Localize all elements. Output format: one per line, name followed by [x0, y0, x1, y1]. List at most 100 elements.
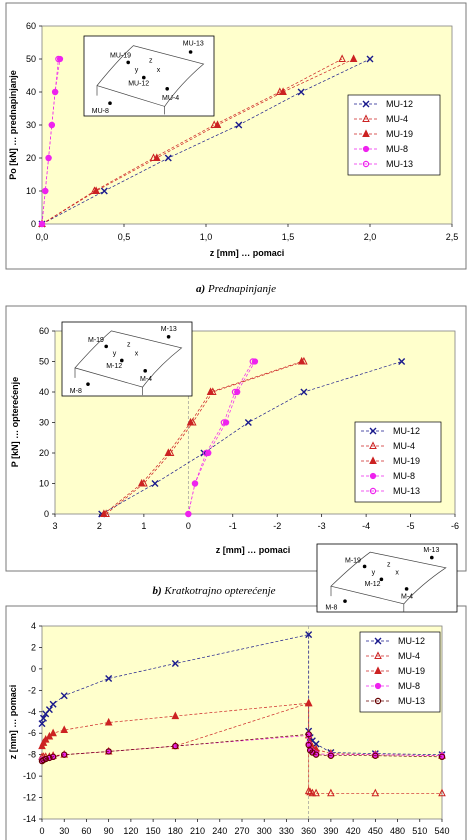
chart-0-ytick-label: 0: [31, 219, 36, 229]
data-point-MU-13: [38, 220, 46, 228]
data-point-MU-12: [312, 740, 320, 748]
chart-0-ytick-label: 20: [26, 153, 36, 163]
chart-0-inset-label: x: [157, 67, 161, 74]
chart-c-ylabel: z [mm] … pomaci: [8, 685, 18, 760]
data-point-MU-13: [45, 154, 52, 162]
chart-2-inset-label: M-12: [365, 581, 381, 588]
chart-2-xtick-label: 270: [234, 826, 249, 836]
chart-0-ytick-label: 60: [26, 21, 36, 31]
legend-label-MU-19: MU-19: [393, 456, 420, 466]
series-line-MU-12: [101, 361, 402, 515]
chart-1-inset-label: z: [127, 341, 131, 348]
chart-2-inset-label: z: [387, 561, 391, 568]
chart-0-xtick-label: 1,0: [200, 232, 213, 242]
chart-2-xtick-label: 450: [368, 826, 383, 836]
data-point-MU-13: [46, 754, 53, 762]
data-point-MU-12: [39, 714, 47, 722]
legend-label-MU-4: MU-4: [386, 114, 408, 124]
chart-1-xtick-label: 2: [97, 521, 102, 531]
data-point-MU-12: [105, 675, 113, 683]
chart-2-inset-label: M-13: [423, 547, 439, 554]
chart-2-inset-label: M-4: [401, 593, 413, 600]
series-line-MU-12: [41, 58, 371, 225]
chart-2-inset-box: [316, 543, 458, 613]
data-point-MU-13: [305, 731, 312, 738]
data-point-MU-13: [42, 755, 49, 763]
data-point-MU-13: [185, 510, 192, 518]
chart-0-inset-point: [142, 75, 146, 80]
data-point-MU-12: [366, 55, 374, 63]
data-point-MU-19: [206, 387, 215, 395]
legend-label-MU-12: MU-12: [386, 99, 413, 109]
chart-1-xtick-label: -1: [229, 521, 237, 531]
chart-2-inset-label: M-8: [325, 604, 337, 611]
chart-2-ytick-label: -2: [28, 685, 36, 695]
data-point-MU-19: [152, 153, 161, 161]
data-point-MU-12: [305, 631, 313, 639]
chart-2-inset-point: [343, 599, 347, 603]
data-point-MU-12: [398, 358, 406, 365]
chart-2-xtick-label: 240: [212, 826, 227, 836]
legend-label-MU-4: MU-4: [398, 651, 420, 661]
legend-label-MU-19: MU-19: [398, 666, 425, 676]
data-point-MU-13: [220, 419, 228, 426]
chart-2-ytick-label: -14: [23, 814, 36, 824]
chart-1-ytick-label: 50: [39, 357, 49, 367]
legend-label-MU-12: MU-12: [393, 426, 420, 436]
chart-2-inset-point: [362, 564, 367, 569]
chart-b: 3 2 1 0 -1 -2 -3 -4 -5 -60102030405060MU-12MU-4MU…: [39, 321, 459, 531]
series-line-MU-19: [41, 58, 354, 225]
chart-2-xtick-label: 390: [323, 826, 338, 836]
data-point-MU-4: [312, 788, 320, 797]
chart-2-ytick-label: 4: [31, 621, 36, 631]
chart-2-inset-label: x: [395, 570, 399, 577]
chart-0-xtick-label: 0,5: [118, 232, 131, 242]
data-point-MU-12: [164, 154, 172, 162]
data-point-MU-13: [51, 88, 59, 96]
chart-2-xtick-label: 0: [39, 826, 44, 836]
chart-2-ytick-label: -6: [28, 728, 36, 738]
series-line-MU-12: [41, 634, 443, 756]
data-point-MU-13: [231, 388, 239, 396]
chart-1-xtick-label: -5: [407, 521, 415, 531]
data-point-MU-13: [48, 121, 56, 129]
chart-1-xtick-label: -6: [451, 521, 459, 531]
data-point-MU-12: [300, 388, 308, 396]
chart-2-inset-surface: [330, 551, 447, 605]
chart-2-inset-label: M-19: [345, 557, 361, 564]
chart-2-inset-label: y: [372, 570, 376, 577]
data-point-MU-4: [327, 788, 335, 797]
data-point-MU-12: [244, 419, 252, 426]
data-point-MU-12: [45, 706, 53, 714]
legend-label-MU-12: MU-12: [398, 636, 425, 646]
series-line-MU-13: [187, 361, 254, 515]
chart-2-ytick-label: 0: [31, 664, 36, 674]
chart-0-inset-label: z: [149, 57, 153, 64]
chart-1-inset-point: [104, 344, 108, 349]
chart-2-xtick-label: 300: [257, 826, 272, 836]
data-point-MU-4: [371, 788, 380, 797]
chart-b-ylabel: P [kN] … opterećenje: [10, 377, 20, 467]
chart-2-inset-point: [404, 587, 409, 591]
chart-2-xtick-label: 540: [434, 826, 449, 836]
chart-2-inset-point: [379, 577, 384, 582]
chart-2-inset-edges: [330, 586, 405, 612]
chart-0-inset-label: MU-19: [110, 53, 131, 60]
chart-b-caption: b) Kratkotrajno opterećenje: [152, 585, 275, 597]
chart-1-ytick-label: 10: [39, 479, 49, 489]
series-line-MU-4: [105, 361, 305, 515]
chart-0-inset-point: [108, 101, 112, 105]
data-point-MU-13: [49, 753, 57, 761]
data-point-MU-13: [438, 753, 446, 761]
data-point-MU-13: [372, 752, 379, 759]
chart-b-caption-text: Kratkotrajno opterećenje: [163, 585, 275, 597]
legend-marker-MU-13: [369, 487, 377, 495]
chart-1-inset-label: M-12: [106, 363, 122, 370]
data-point-MU-4: [308, 788, 317, 797]
legend-marker-MU-4: [369, 441, 377, 449]
chart-0-xtick-label: 2,0: [364, 232, 377, 242]
data-point-MU-13: [42, 187, 49, 195]
chart-0-inset-edges: [96, 85, 165, 115]
chart-1-xtick-label: -2: [273, 521, 281, 531]
